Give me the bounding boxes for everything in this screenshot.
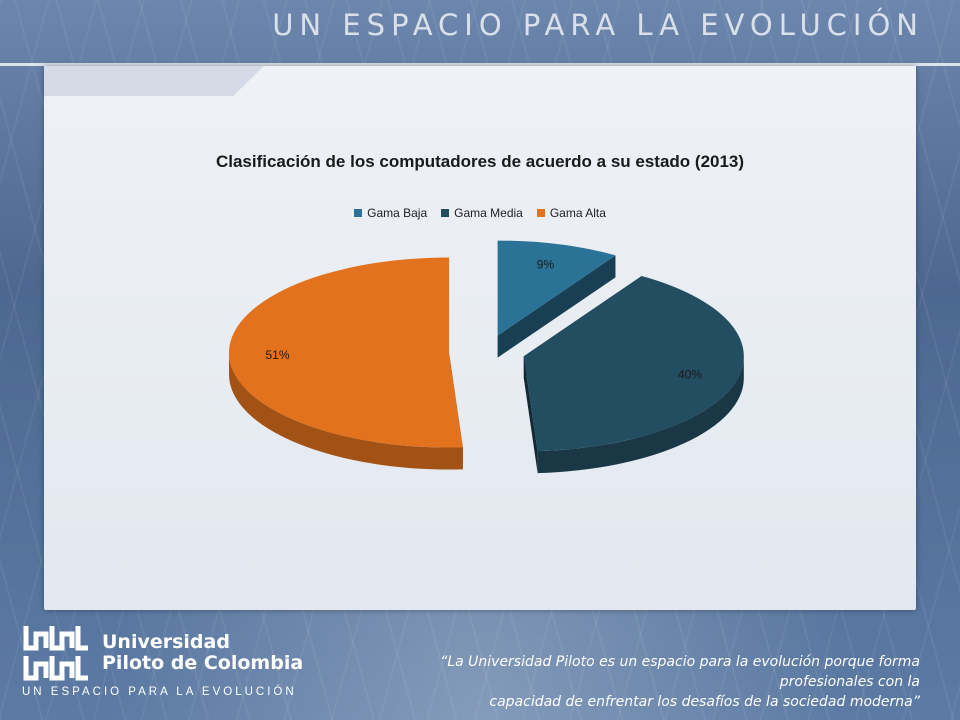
pie-slice-gama-alta [229,257,463,470]
pie-slice-top [523,276,744,452]
quote-line1: “La Universidad Piloto es un espacio par… [440,654,920,690]
legend-item-gama-alta: Gama Alta [536,206,606,220]
header-divider [0,63,960,66]
quote-line2: capacidad de enfrentar los desafíos de l… [489,694,920,710]
legend-swatch [536,209,545,217]
logo-tagline: UN ESPACIO PARA LA EVOLUCIÓN [22,686,297,698]
footer-quote: “La Universidad Piloto es un espacio par… [360,652,920,712]
legend-label: Gama Baja [367,206,428,220]
pie-slice-gama-media [523,276,744,474]
panel-tab [44,66,264,96]
legend-swatch [441,209,450,217]
pie-slice-side [497,255,616,358]
legend-item-gama-media: Gama Media [441,206,523,220]
header-title: UN ESPACIO PARA LA EVOLUCIÓN [272,8,924,42]
university-name-line1: Universidad [102,631,230,653]
legend-label: Gama Alta [549,206,606,220]
pie-slice-top [497,240,616,336]
university-logo-mark-icon [23,626,88,681]
pie-slice-gama-baja [497,240,616,358]
legend-label: Gama Media [454,206,523,220]
pie-slice-top [229,257,463,448]
university-logo: Universidad Piloto de Colombia UN ESPACI… [22,620,303,710]
pie-slice-wall [537,356,744,474]
university-name: Universidad Piloto de Colombia [102,632,303,674]
legend-item-gama-baja: Gama Baja [354,206,427,220]
data-label-gama-alta: 51% [265,348,289,362]
chart-title: Clasificación de los computadores de acu… [215,152,745,171]
university-name-line2: Piloto de Colombia [102,652,304,674]
chart-legend: Gama Baja Gama Media Gama Alta [0,206,960,220]
slide-content-panel [44,66,916,610]
legend-swatch [354,209,363,217]
pie-slice-side [523,356,538,474]
data-label-gama-media: 40% [678,368,702,382]
pie-slice-wall [229,352,463,470]
data-label-gama-baja: 9% [537,257,555,271]
